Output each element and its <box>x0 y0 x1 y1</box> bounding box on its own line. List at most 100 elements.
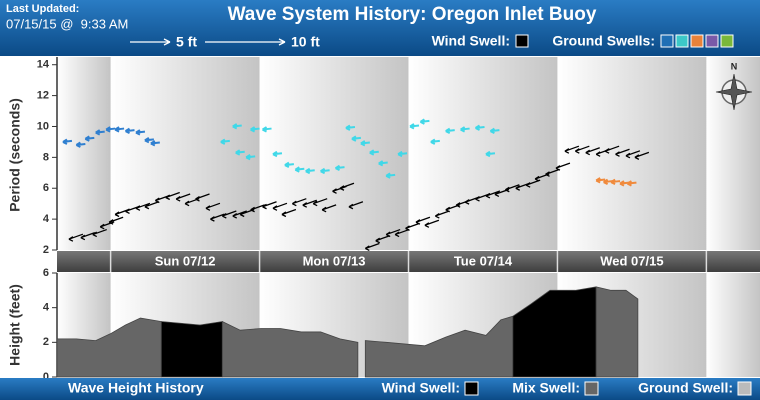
wind-swell-arrow <box>564 145 580 154</box>
wind-swell-arrow <box>68 233 84 242</box>
y-tick-label: 4 <box>43 302 50 314</box>
wind-swell-arrow <box>375 235 390 244</box>
legend-swatch <box>737 381 752 396</box>
day-band <box>259 57 409 250</box>
ground-swell-arrow <box>135 129 146 136</box>
wind-swell-arrow <box>394 228 410 238</box>
header-bar <box>0 0 760 56</box>
size-legend-label: 5 ft <box>176 34 197 50</box>
ground-swell-arrow <box>334 164 345 172</box>
wind-swell-arrow <box>625 150 641 159</box>
legend-label: Ground Swells: <box>552 33 655 49</box>
y-tick-label: 14 <box>37 59 50 71</box>
size-legend-label: 10 ft <box>291 34 320 50</box>
wind-swell-arrow <box>272 202 288 211</box>
ground-swell-arrow <box>397 150 408 158</box>
wind-swell-arrow <box>424 219 440 228</box>
y-tick-label: 2 <box>43 244 49 256</box>
ground-swell-arrow <box>62 138 73 145</box>
ground-swell-arrow <box>430 138 440 145</box>
updated-time: 07/15/15 @ 9:33 AM <box>6 16 128 31</box>
y-tick-label: 0 <box>43 371 49 383</box>
legend-swatch <box>720 34 734 48</box>
x-tick-label: Mon 07/13 <box>303 253 366 268</box>
wind-swell-arrow <box>291 198 307 207</box>
y-tick-label: 2 <box>43 336 49 348</box>
wind-swell-arrow <box>205 202 221 211</box>
ground-swell-arrow <box>124 127 135 135</box>
wind-swell-arrow <box>99 221 115 230</box>
size-legend-arrow <box>130 38 171 46</box>
day-band <box>110 57 260 250</box>
ground-swell-arrow <box>485 150 496 158</box>
ground-swell-arrow <box>84 135 95 142</box>
x-tick-label: Wed 07/15 <box>600 253 663 268</box>
ground-swell-arrow <box>445 127 455 135</box>
wind-swell-arrow <box>634 151 650 160</box>
ground-swell-arrow <box>75 141 86 148</box>
wind-swell-arrow <box>339 182 355 191</box>
legend-swatch <box>705 34 719 48</box>
size-legend-arrow <box>205 38 286 46</box>
chart-title: Wave System History: Oregon Inlet Buoy <box>228 4 597 25</box>
day-band <box>408 57 558 250</box>
y-tick-label: 4 <box>43 213 50 225</box>
y-axis-title: Height (feet) <box>7 284 23 366</box>
ground-swell-arrow <box>144 137 154 144</box>
ground-swell-arrow <box>250 126 260 133</box>
wind-swell-arrow <box>555 162 571 171</box>
ground-swell-arrow <box>351 135 362 142</box>
ground-swell-arrow <box>460 126 470 133</box>
wind-swell-arrow <box>312 198 328 207</box>
ground-swell-arrow <box>305 167 315 175</box>
height-area <box>160 321 223 378</box>
legend-label: Mix Swell: <box>512 380 580 396</box>
legend-label: Ground Swell: <box>638 380 733 396</box>
x-tick-label: Tue 07/14 <box>454 253 513 268</box>
marks <box>56 118 650 378</box>
ground-swell-arrow <box>320 167 330 175</box>
wind-swell-arrow <box>135 202 151 211</box>
ground-swell-arrow <box>232 123 242 130</box>
wind-swell-arrow <box>385 228 401 238</box>
day-band <box>706 273 760 377</box>
ground-swell-arrow <box>114 126 125 133</box>
ground-swell-arrow <box>385 172 396 179</box>
wind-swell-arrow <box>232 210 247 219</box>
y-tick-label: 10 <box>37 120 49 132</box>
wind-swell-arrow <box>415 216 431 225</box>
ground-swell-arrow <box>150 140 160 147</box>
legend-swatch <box>584 381 599 396</box>
wind-swell-arrow <box>321 204 337 213</box>
wind-swell-arrow <box>348 201 364 210</box>
y-axis-title: Period (seconds) <box>7 98 23 212</box>
wind-swell-arrow <box>92 228 107 238</box>
lower-title: Wave Height History <box>68 380 204 396</box>
wind-swell-arrow <box>574 145 590 154</box>
y-tick-label: 12 <box>37 90 49 102</box>
ground-swell-arrow <box>489 127 500 135</box>
legend-swatch <box>690 34 704 48</box>
ground-swell-arrow <box>284 161 294 168</box>
ground-swell-arrow <box>220 138 230 145</box>
legend-swatch <box>660 34 674 48</box>
wind-swell-arrow <box>281 208 297 218</box>
legend-swatch <box>675 34 689 48</box>
height-area <box>56 317 162 378</box>
ground-swell-arrow <box>474 124 485 131</box>
wind-swell-arrow <box>615 148 630 157</box>
ground-swell-arrow <box>235 149 245 156</box>
wind-swell-arrow <box>585 147 600 156</box>
ground-swell-arrow <box>262 126 272 133</box>
wind-swell-arrow <box>175 193 191 202</box>
ground-swell-arrow <box>360 140 370 147</box>
y-tick-label: 6 <box>43 267 49 279</box>
legend-label: Wind Swell: <box>382 380 460 396</box>
ground-swell-arrow <box>95 129 105 136</box>
legend-swatch <box>464 381 479 396</box>
x-tick-label: Sun 07/12 <box>155 253 216 268</box>
wind-swell-arrow <box>302 199 317 208</box>
height-area <box>595 286 639 378</box>
compass: N <box>715 61 753 111</box>
